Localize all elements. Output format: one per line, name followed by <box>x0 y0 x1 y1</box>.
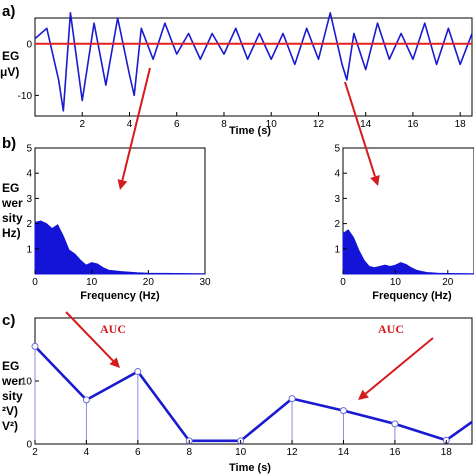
auc-label-right: AUC <box>378 322 404 336</box>
panel-c-point-6 <box>339 407 347 415</box>
panel-b-right-xtick-label-0: 0 <box>340 277 346 288</box>
panel-a-xlabel: Time (s) <box>229 125 271 137</box>
panel-a-xtick-label-2: 6 <box>174 119 180 130</box>
panel-a-axes-box <box>34 17 473 117</box>
panel-c-xtick-label-3: 8 <box>186 447 192 458</box>
panel-b-left-xtick-label-0: 0 <box>32 277 38 288</box>
panel-b-left-ticks: 0 10 20 30 1 2 3 4 5 <box>26 144 211 289</box>
panel-c-point-7 <box>391 420 399 428</box>
panel-c-ticks: 2 4 6 8 10 12 14 16 18 0 10 <box>21 377 452 459</box>
auc-label-left: AUC <box>100 322 126 336</box>
panel-c-line <box>34 345 473 443</box>
panel-b-right-ytick-label-0: 1 <box>334 244 340 255</box>
arrow-a-to-b-left-shaft <box>121 67 151 181</box>
panel-a-xtick-label-5: 12 <box>313 119 325 130</box>
panel-c-xtick-label-8: 18 <box>441 447 453 458</box>
panel-b-left-density-area <box>34 220 206 275</box>
panel-b-left-xlabel: Frequency (Hz) <box>80 290 160 302</box>
panel-c-point-5 <box>288 395 296 403</box>
panel-a-ylabel-line-2: μV) <box>0 65 19 79</box>
panel-c-series <box>31 342 473 445</box>
panel-a-xtick-label-0: 2 <box>79 119 85 130</box>
panel-b-ylabel-line-3: sity <box>2 211 23 225</box>
panel-c-ylabel-line-2: wer <box>1 374 23 388</box>
panel-b-left-area <box>34 220 206 275</box>
panel-b-left-xtick-label-2: 20 <box>143 277 155 288</box>
arrow-auc-right <box>358 337 434 400</box>
arrow-auc-left-shaft <box>65 311 114 362</box>
panel-b-right-xtick-label-2: 20 <box>442 277 454 288</box>
panel-a-xtick-label-1: 4 <box>127 119 133 130</box>
panel-c-xtick-label-0: 2 <box>32 447 38 458</box>
panel-a-eeg-line <box>34 12 473 112</box>
arrow-auc-right-head <box>358 389 369 400</box>
panel-a-xtick-label-6: 14 <box>360 119 372 130</box>
panel-c-ytick-label-0: 0 <box>26 440 32 451</box>
panel-c-point-0 <box>31 342 39 350</box>
arrow-auc-left <box>65 311 120 368</box>
panel-b-right-xlabel: Frequency (Hz) <box>372 290 452 302</box>
panel-b-left-xtick-label-3: 30 <box>199 277 211 288</box>
arrow-a-to-b-right-shaft <box>344 81 376 177</box>
panel-b-right-axes-box <box>342 147 474 275</box>
arrow-a-to-b-left <box>117 67 151 190</box>
panel-b-left-ytick-label-1: 2 <box>26 219 32 230</box>
panel-c-ylabel-line-4: ²V) <box>2 404 18 418</box>
panel-c-point-2 <box>134 368 142 376</box>
arrow-auc-left-head <box>109 357 120 368</box>
panel-a-ylabel-line-1: EG <box>2 49 19 63</box>
panel-c-point-1 <box>82 396 90 404</box>
panel-b-ylabel-line-1: EG <box>2 181 19 195</box>
panel-b-left-ytick-label-2: 3 <box>26 194 32 205</box>
panel-b-left-ytick-label-4: 5 <box>26 144 32 155</box>
panel-b-left-ytick-label-0: 1 <box>26 244 32 255</box>
panel-a: a) EG μV) 2 4 6 8 10 12 14 16 18 0 -10 Time (s) <box>0 3 473 137</box>
panel-c-xlabel: Time (s) <box>229 462 271 474</box>
panel-b-right-ytick-label-4: 5 <box>334 144 340 155</box>
panel-b-right-density-area <box>342 229 474 275</box>
panel-c-xtick-label-4: 10 <box>235 447 247 458</box>
panel-b-ylabel-line-2: wer <box>1 196 23 210</box>
panel-b-ylabel-line-4: Hz) <box>2 226 21 240</box>
panel-a-xtick-label-7: 16 <box>407 119 419 130</box>
panel-b-right-xtick-label-1: 10 <box>390 277 402 288</box>
panel-c-xtick-label-1: 4 <box>84 447 90 458</box>
panel-c-label: c) <box>2 312 15 329</box>
panel-c-axes-box <box>34 317 473 445</box>
panel-b-label: b) <box>2 135 16 152</box>
panel-b-right-ytick-label-1: 2 <box>334 219 340 230</box>
panel-c-xtick-label-5: 12 <box>286 447 298 458</box>
panel-c-ytick-label-1: 10 <box>21 377 33 388</box>
panel-a-xtick-label-8: 18 <box>455 119 467 130</box>
panel-b-left-ytick-label-3: 4 <box>26 169 32 180</box>
arrow-a-to-b-right <box>344 81 380 186</box>
panel-a-label: a) <box>2 3 15 20</box>
panel-c-ylabel-line-1: EG <box>2 359 19 373</box>
panel-c-xtick-label-6: 14 <box>338 447 350 458</box>
panel-a-ytick-label-0: 0 <box>26 39 32 50</box>
panel-a-xtick-label-4: 10 <box>266 119 278 130</box>
panel-c: c) EG wer sity ²V) V²) 2 4 6 8 10 12 14 16 18 0 10… <box>1 312 473 474</box>
panel-b-right-ytick-label-2: 3 <box>334 194 340 205</box>
arrows <box>65 67 434 400</box>
panel-a-ytick-label-1: -10 <box>18 91 33 102</box>
panel-c-xtick-label-7: 16 <box>389 447 401 458</box>
panel-a-series <box>34 12 473 112</box>
panel-c-ylabel-line-5: V²) <box>2 419 18 433</box>
arrow-auc-right-shaft <box>365 337 434 395</box>
panel-a-xtick-label-3: 8 <box>221 119 227 130</box>
panel-b-right-area <box>342 229 474 275</box>
panel-b-right-ticks: 0 10 20 1 2 3 4 5 <box>334 144 453 289</box>
panel-c-ylabel-line-3: sity <box>2 389 23 403</box>
panel-b-right-ytick-label-3: 4 <box>334 169 340 180</box>
panel-b-left-xtick-label-1: 10 <box>86 277 98 288</box>
arrow-a-to-b-left-head <box>117 179 128 190</box>
arrow-a-to-b-right-head <box>370 174 380 186</box>
panel-c-xtick-label-2: 6 <box>135 447 141 458</box>
